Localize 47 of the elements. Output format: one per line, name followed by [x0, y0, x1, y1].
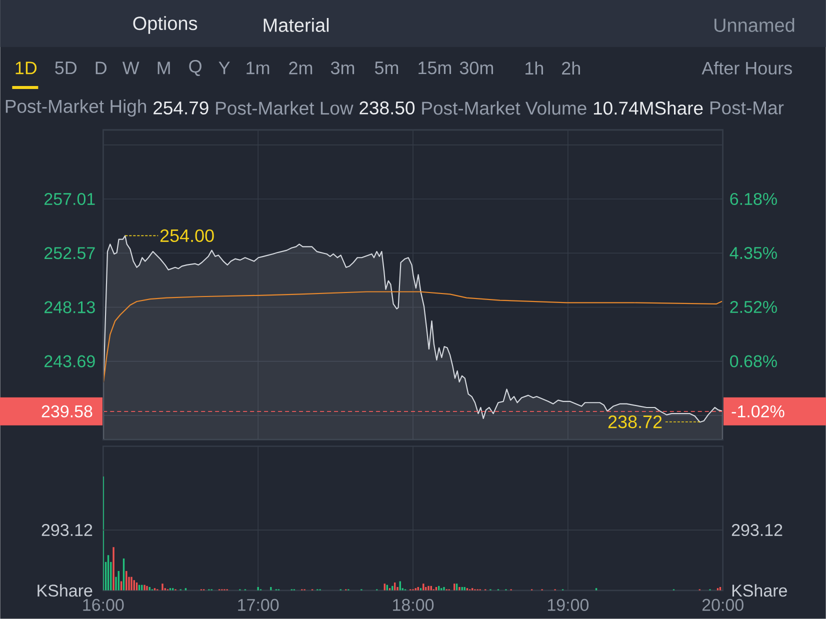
y-tick-label: 252.57 [44, 247, 95, 260]
annotation: -1.02% [732, 406, 784, 418]
text: Y [218, 62, 230, 74]
annotation: KShare [38, 584, 92, 597]
text: 5m [374, 62, 398, 74]
text: Post-Market High [6, 99, 146, 117]
annotation: 293.12 [42, 524, 92, 536]
text: 2m [289, 62, 312, 74]
annotation: 293.12 [732, 524, 782, 536]
y2-tick-label: 6.18% [730, 193, 777, 206]
text: Post-Market Low [216, 101, 354, 115]
x-tick-label: 20:00 [702, 599, 744, 612]
text: 30m [460, 62, 493, 74]
y-tick-label: 243.69 [44, 355, 95, 368]
text: After Hours [702, 62, 792, 75]
text: Q [189, 60, 202, 76]
text: Options [133, 16, 198, 34]
x-tick-label: 17:00 [238, 599, 279, 612]
text: 15m [418, 62, 452, 74]
text: 2h [562, 62, 580, 75]
annotation: 238.72 [608, 416, 662, 428]
y-tick-label: 257.01 [44, 193, 95, 206]
text: 238.50 [360, 102, 415, 115]
y2-tick-label: 0.68% [730, 355, 777, 368]
text: 1h [526, 62, 543, 75]
y-tick-label: 248.13 [44, 301, 95, 314]
text: 10.74MShare [594, 101, 703, 115]
text: D [96, 62, 106, 74]
annotation: KShare [732, 584, 787, 597]
text: Post-Mar [710, 102, 784, 115]
text: Material [264, 18, 329, 32]
text: 5D [55, 62, 77, 74]
text: Post-Market Volume [422, 101, 586, 115]
text: 254.79 [154, 102, 208, 115]
x-tick-label: 18:00 [393, 599, 434, 612]
annotation: 254.00 [160, 229, 214, 242]
ref-line-label: 239.58 [42, 406, 92, 418]
text: W [122, 62, 140, 74]
y2-tick-label: 4.35% [730, 247, 777, 260]
text: Unnamed [714, 18, 794, 32]
x-tick-label: 16:00 [83, 599, 124, 612]
text: 3m [330, 62, 354, 74]
text: 1m [246, 62, 270, 74]
x-tick-label: 19:00 [548, 599, 589, 612]
y2-tick-label: 2.52% [730, 301, 777, 314]
text: M [158, 62, 170, 74]
text: 1D [16, 62, 37, 74]
